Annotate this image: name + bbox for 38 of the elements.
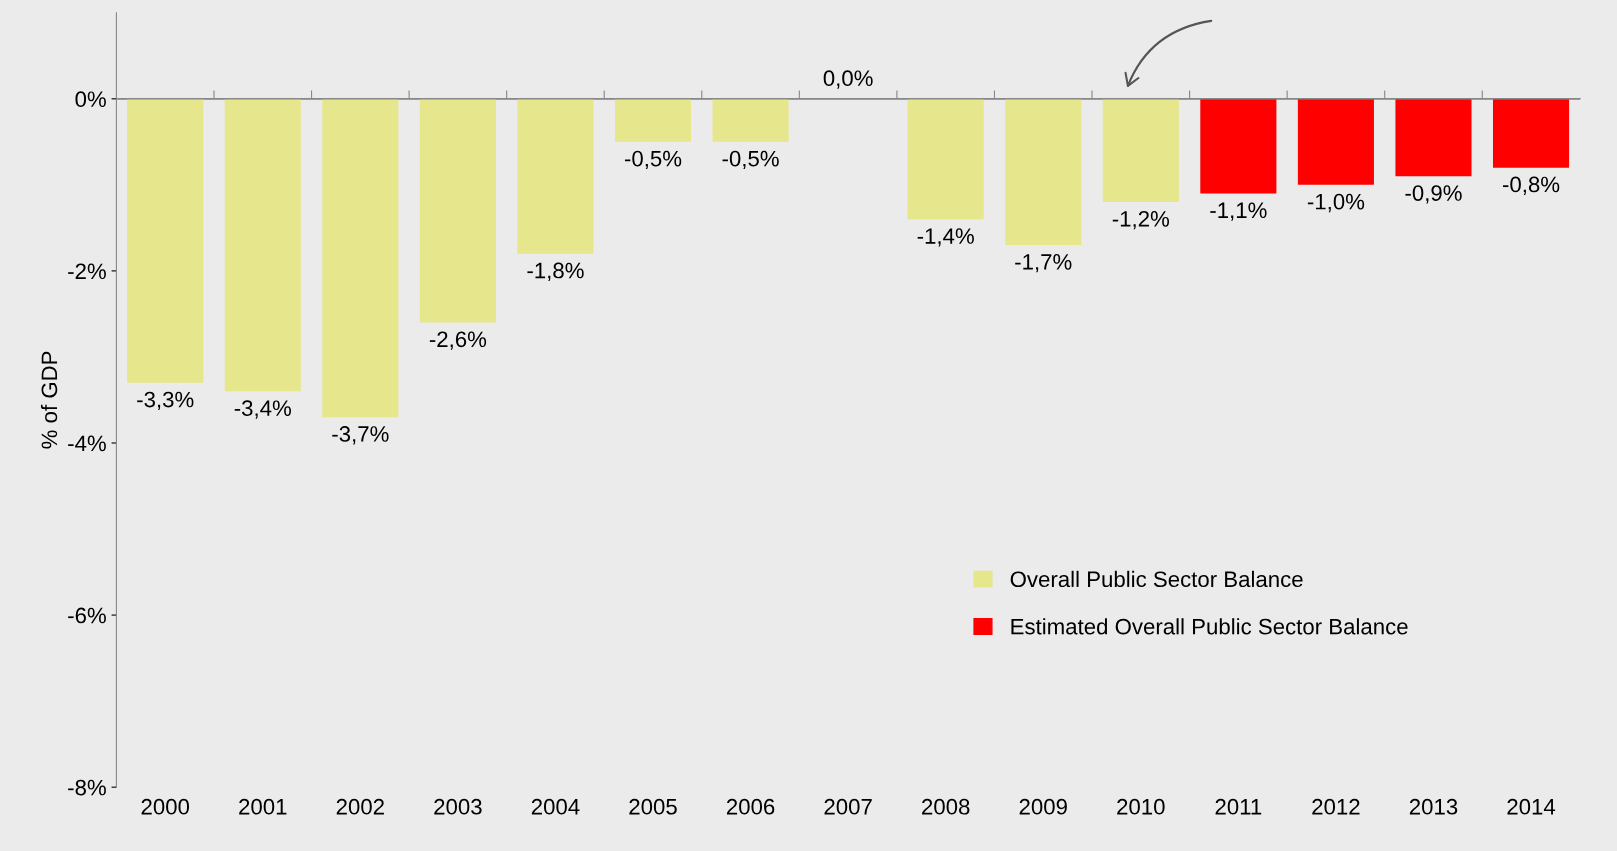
legend-label: Overall Public Sector Balance (1010, 570, 1303, 588)
y-tick-label: 0% (75, 91, 106, 108)
x-tick-label: 2004 (531, 798, 580, 815)
legend-label: Estimated Overall Public Sector Balance (1011, 618, 1408, 635)
data-label: -1,8% (527, 262, 584, 281)
x-tick-label: 2000 (141, 798, 190, 815)
data-label: -1,2% (1112, 210, 1170, 230)
data-label: -1,0% (1307, 193, 1365, 213)
data-label: -3,3% (137, 391, 194, 411)
y-tick-label: -2% (68, 263, 106, 280)
data-label: -0,5% (722, 150, 779, 170)
x-tick-label: 2007 (824, 798, 872, 815)
x-tick-label: 2003 (434, 798, 482, 815)
x-tick-label: 2009 (1019, 798, 1067, 815)
x-tick-label: 2013 (1409, 798, 1458, 815)
y-axis-title: % of GDP (40, 351, 58, 449)
data-label: -3,7% (332, 426, 389, 445)
x-tick-label: 2001 (239, 798, 287, 815)
x-tick-label: 2014 (1507, 798, 1556, 815)
x-tick-label: 2002 (336, 798, 384, 815)
y-tick-label: -4% (68, 435, 106, 452)
x-tick-label: 2006 (726, 798, 775, 815)
data-label: -0,8% (1502, 176, 1560, 195)
y-tick-label: -6% (68, 607, 106, 624)
x-tick-label: 2005 (629, 798, 677, 815)
data-label: -1,7% (1015, 254, 1072, 273)
data-label: 0,0% (823, 70, 873, 89)
data-label: -0,9% (1405, 185, 1462, 204)
data-label: -2,6% (429, 331, 487, 350)
x-tick-label: 2010 (1117, 798, 1165, 815)
x-tick-label: 2011 (1215, 798, 1262, 815)
x-tick-label: 2012 (1312, 798, 1360, 815)
data-label: -1,4% (917, 228, 974, 247)
x-tick-label: 2008 (922, 798, 970, 815)
data-label: -3,4% (234, 400, 291, 419)
y-tick-label: -8% (68, 779, 106, 796)
data-label: -1,1% (1210, 202, 1267, 221)
data-label: -0,5% (624, 150, 682, 170)
